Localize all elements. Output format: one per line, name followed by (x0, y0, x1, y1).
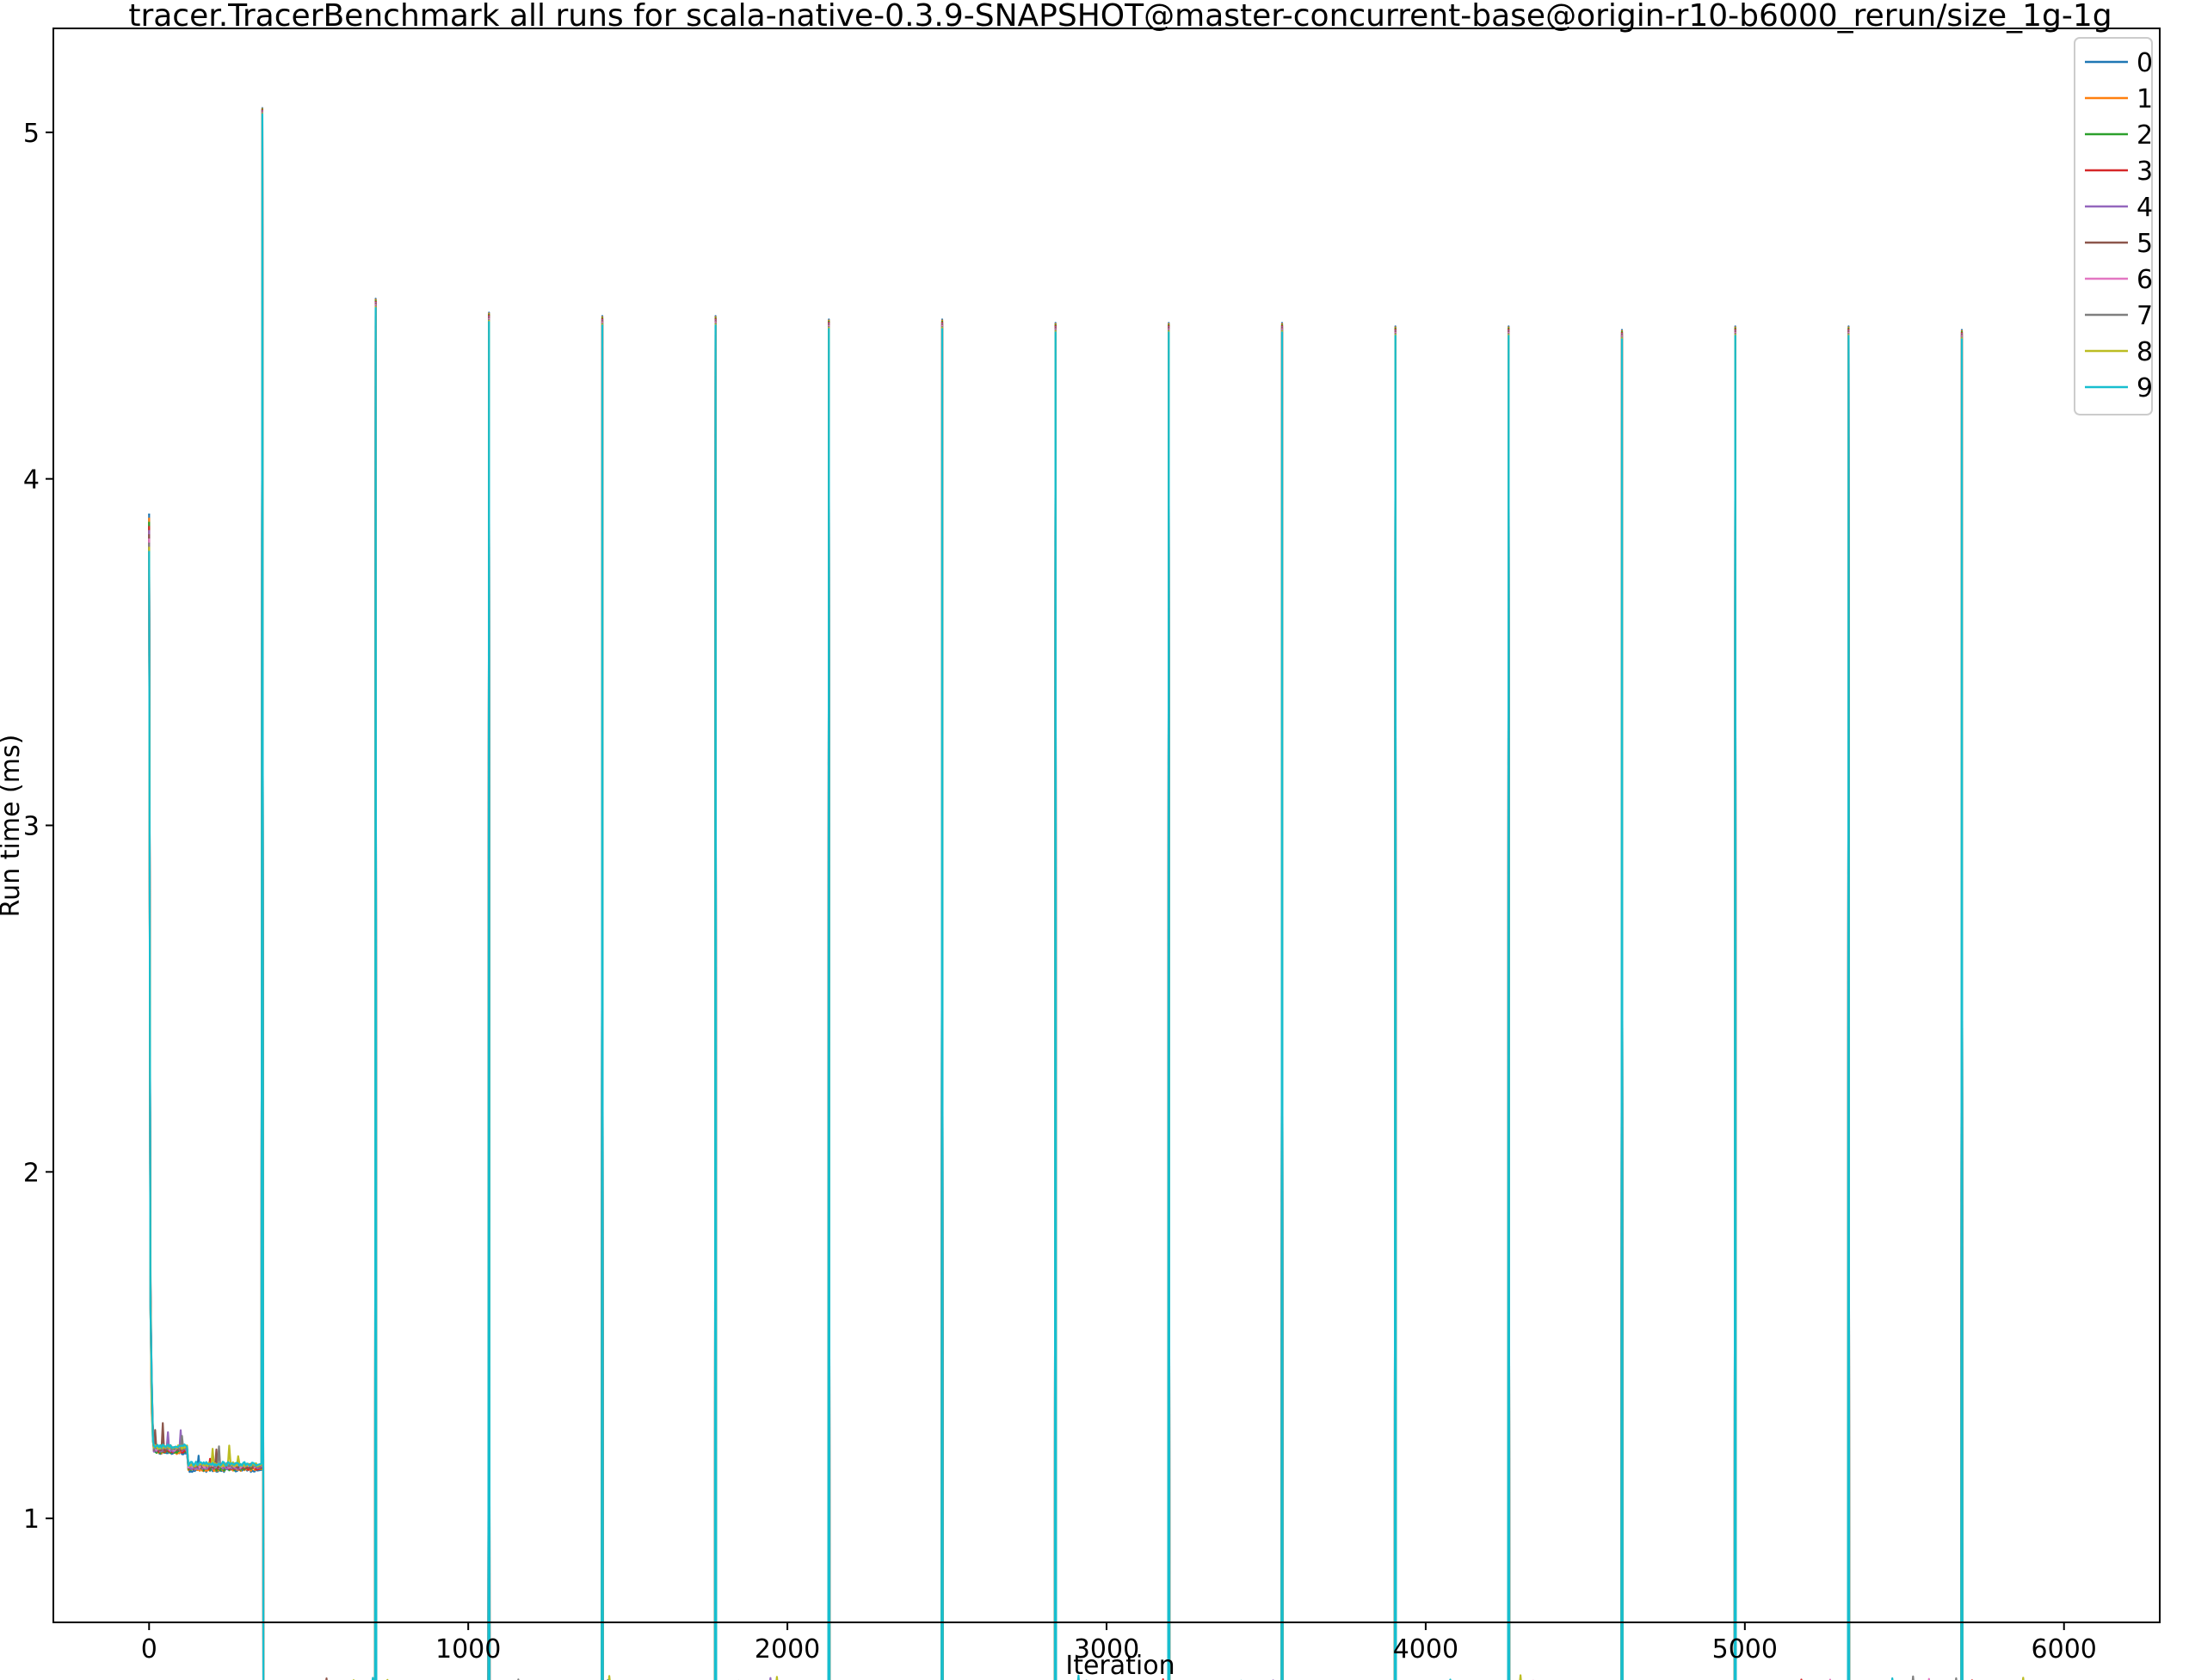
legend-label-6: 6 (2137, 265, 2153, 295)
y-tick-label: 1 (23, 1505, 40, 1535)
series-line-3 (148, 109, 1973, 1680)
series-line-8 (148, 113, 2025, 1680)
legend-label-4: 4 (2137, 193, 2153, 223)
x-tick-label: 0 (141, 1634, 157, 1665)
y-tick-label: 3 (23, 812, 40, 842)
x-tick-label: 2000 (755, 1634, 820, 1665)
plot-frame (52, 28, 2161, 1623)
series-line-2 (148, 108, 1964, 1680)
series-line-1 (148, 108, 1964, 1680)
series-line-4 (148, 109, 1964, 1680)
legend-label-3: 3 (2137, 157, 2153, 187)
series-line-5 (148, 110, 1964, 1680)
x-tick-label: 4000 (1393, 1634, 1458, 1665)
x-tick-label: 3000 (1074, 1634, 1139, 1665)
plot-area (148, 107, 2025, 1680)
series-line-9 (148, 113, 1964, 1680)
axis-ticks: 0 1000 2000 3000 4000 5000 6000 1 2 3 4 5 (23, 119, 2097, 1665)
legend-label-0: 0 (2137, 48, 2153, 78)
y-tick-label: 4 (23, 465, 40, 495)
legend: 0 1 2 3 4 5 6 7 8 9 (2074, 37, 2153, 415)
series-line-7 (148, 112, 1964, 1680)
series-line-6 (148, 111, 1964, 1680)
legend-label-1: 1 (2137, 84, 2153, 114)
x-axis-label: Iteration (1065, 1651, 1175, 1680)
legend-label-9: 9 (2137, 373, 2153, 403)
x-tick-label: 6000 (2032, 1634, 2097, 1665)
y-tick-label: 2 (23, 1158, 40, 1188)
x-tick-label: 5000 (1712, 1634, 1778, 1665)
y-axis-label: Run time (ms) (0, 735, 26, 918)
legend-label-5: 5 (2137, 229, 2153, 259)
legend-frame (2074, 37, 2153, 415)
legend-label-2: 2 (2137, 120, 2153, 151)
legend-label-7: 7 (2137, 301, 2153, 331)
series-line-0 (148, 107, 1964, 1680)
legend-label-8: 8 (2137, 337, 2153, 367)
x-tick-label: 1000 (435, 1634, 501, 1665)
y-tick-label: 5 (23, 119, 40, 149)
